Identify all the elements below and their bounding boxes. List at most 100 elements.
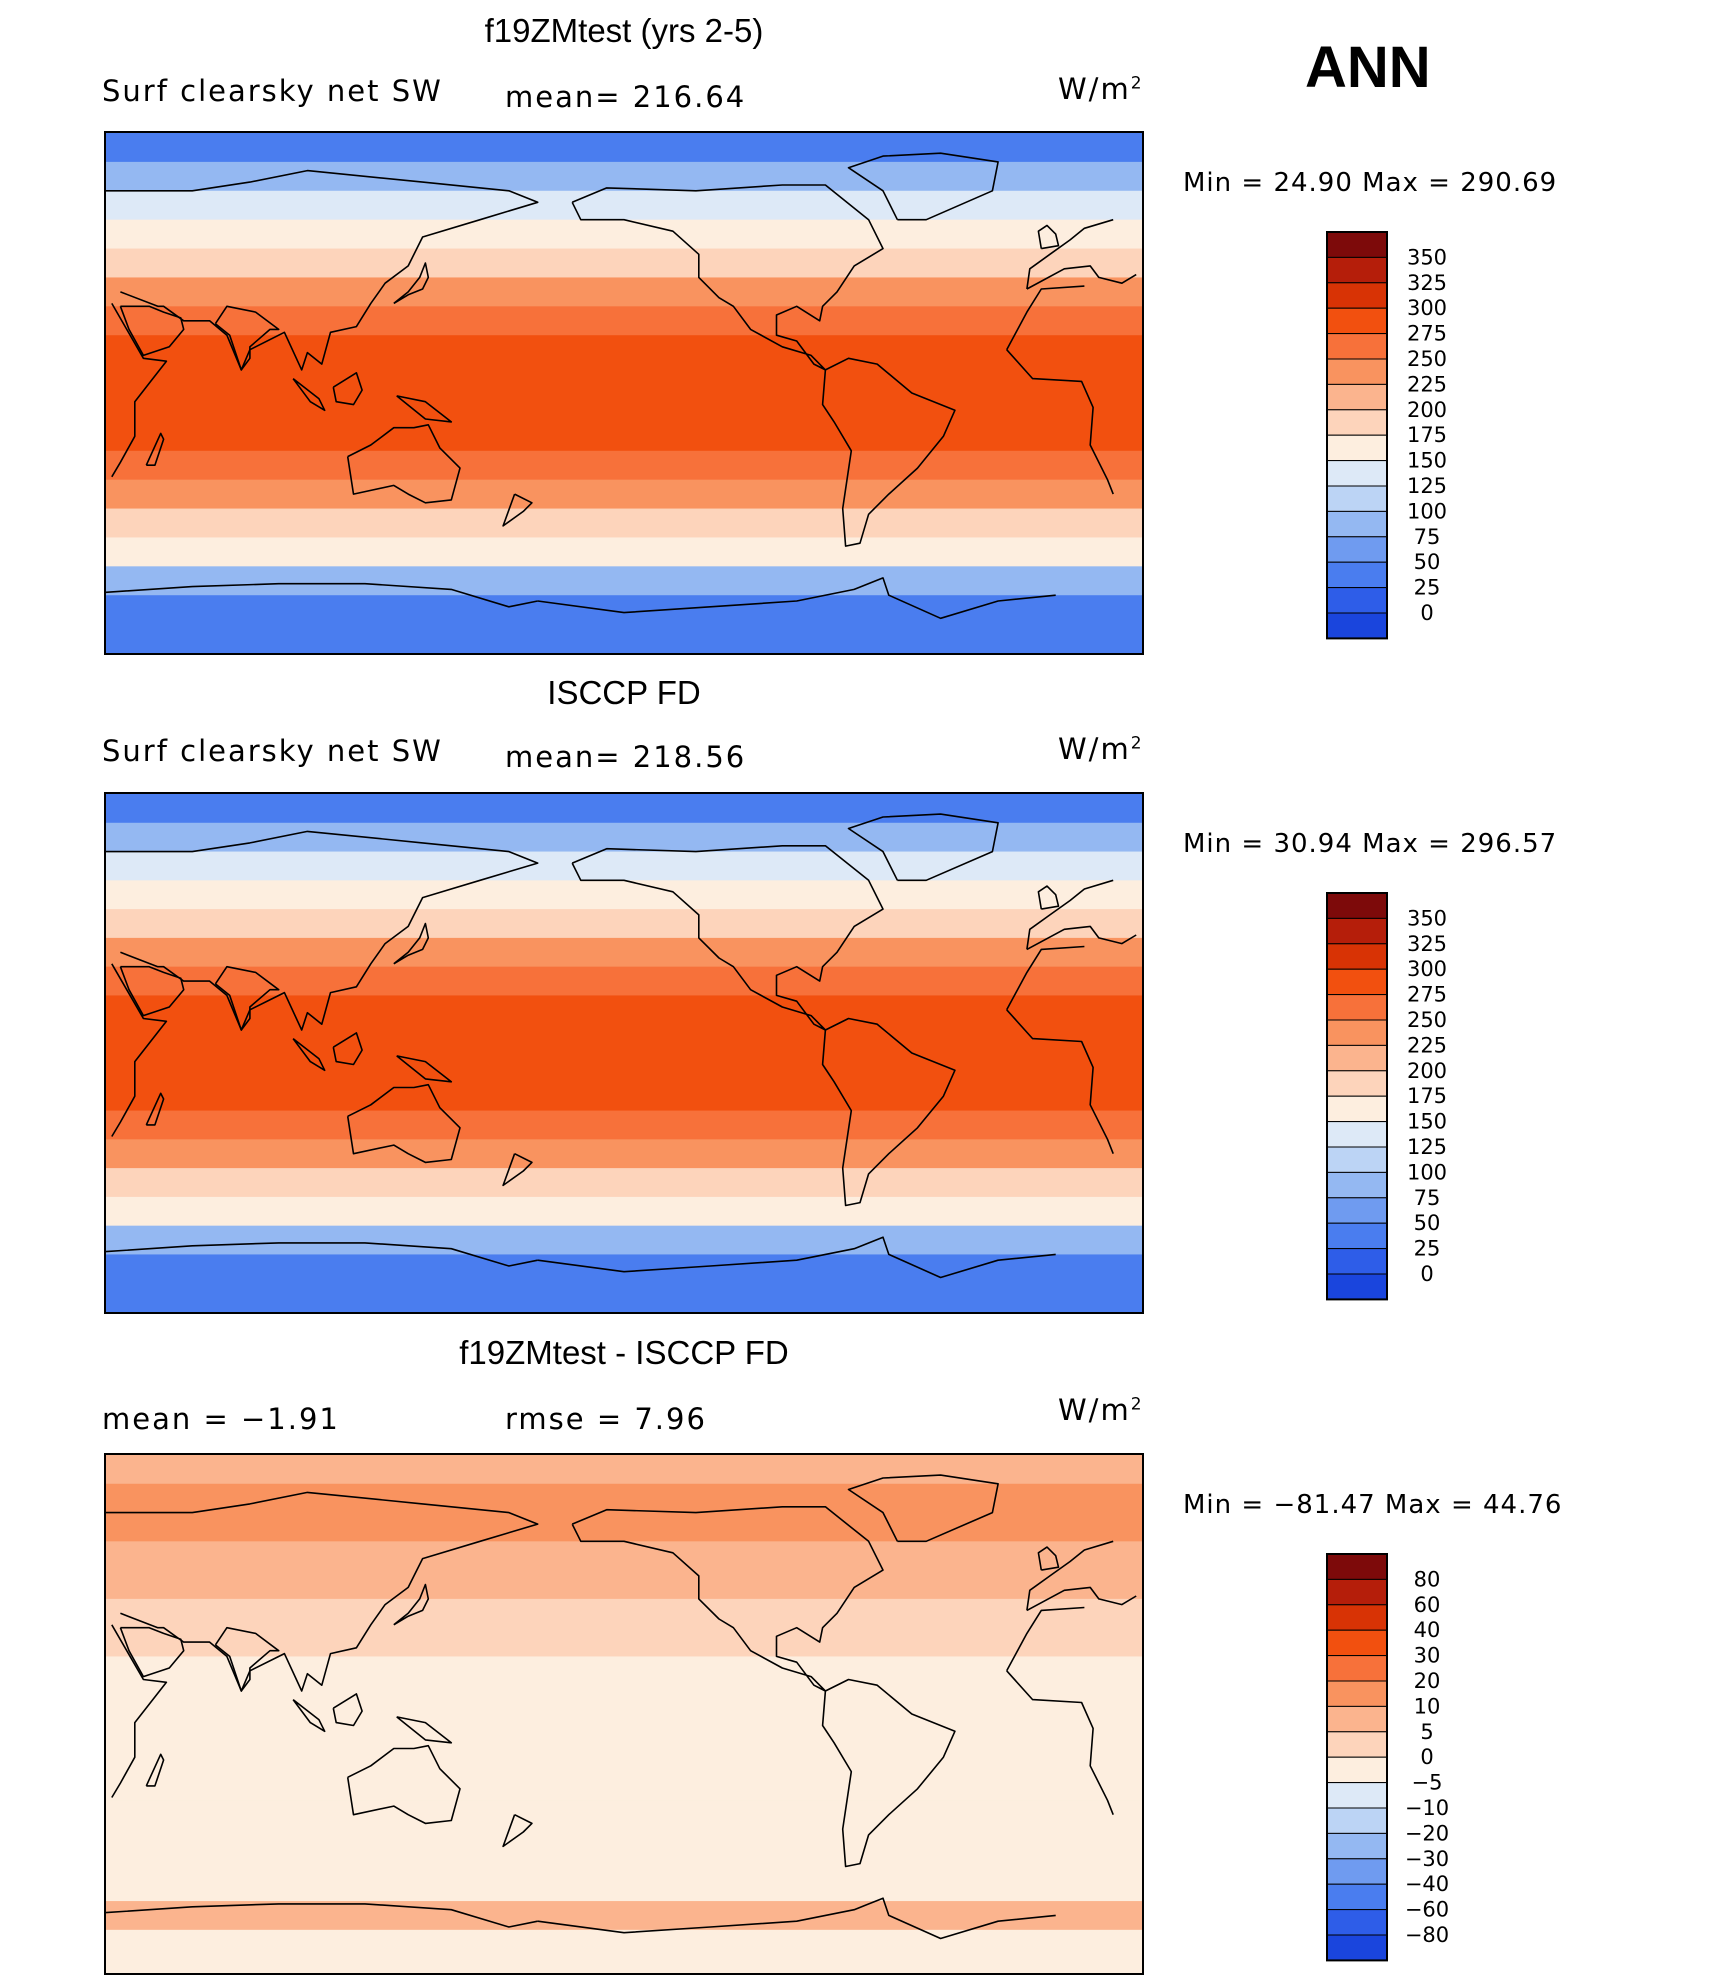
coastline-layer: [106, 1474, 1137, 1940]
panel-2-colorbar: 350 325 300 275 250 225 200 175 150 125 100 75 50 25 0: [1326, 892, 1447, 1305]
zonal-band: [106, 133, 1142, 163]
colorbar-tick-label: 0: [1420, 601, 1433, 625]
colorbar-swatch: [1326, 1248, 1388, 1275]
colorbar-tick-label: 25: [1414, 1237, 1441, 1261]
colorbar-swatch: [1326, 1934, 1388, 1961]
coastline-arabia: [119, 305, 185, 357]
colorbar-swatch: [1326, 1553, 1388, 1580]
colorbar-tick-label: 5: [1420, 1720, 1433, 1744]
zonal-band: [106, 851, 1142, 881]
coastline-antarctica_line: [537, 1236, 1056, 1279]
colorbar-swatch: [1326, 307, 1388, 335]
colorbar-tick-label: 0: [1420, 1745, 1433, 1769]
colorbar-swatch: [1326, 1121, 1388, 1148]
colorbar-tick-label: −30: [1405, 1847, 1449, 1871]
panel-3-map-svg: [106, 1455, 1142, 1973]
zonal-band: [106, 1196, 1142, 1227]
colorbar-tick-label: 250: [1407, 1008, 1447, 1032]
colorbar-swatch: [1326, 1807, 1388, 1834]
colorbar-tick-label: 275: [1407, 322, 1447, 346]
colorbar-swatch: [1326, 510, 1388, 538]
colorbar-swatch: [1326, 1044, 1388, 1072]
colorbar-tick-label: 225: [1407, 372, 1447, 396]
coastline-namerica: [571, 844, 884, 1031]
zonal-band: [106, 1901, 1142, 1931]
colorbar-swatch: [1326, 917, 1388, 945]
coastline-samerica: [821, 1017, 956, 1207]
zonal-band: [106, 966, 1142, 996]
colorbar-swatch: [1326, 1756, 1388, 1784]
panel-2-units: W/m2: [1058, 732, 1144, 766]
coastline-eurasia: [106, 169, 539, 371]
colorbar-swatch: [1326, 409, 1388, 436]
colorbar-tick-label: 30: [1414, 1644, 1441, 1668]
panel-1-minmax: Min = 24.90 Max = 290.69: [1183, 168, 1558, 198]
colorbar-tick-label: 40: [1414, 1618, 1441, 1642]
panel-3-colorbar: 80 60 40 30 20 10 5 0 −5 −10 −20 −30 −40 −60 −80: [1326, 1553, 1449, 1966]
colorbar-tick-label: 175: [1407, 423, 1447, 447]
coastline-australia: [346, 423, 461, 504]
colorbar-swatch: [1326, 892, 1388, 919]
colorbar-tick-label: 50: [1414, 1211, 1441, 1235]
zonal-band: [106, 1742, 1142, 1801]
coastline-africa: [1006, 1009, 1114, 1154]
coastline-japan: [393, 262, 430, 305]
colorbar-tick-label: 10: [1414, 1694, 1441, 1718]
colorbar-tick-label: 200: [1407, 1059, 1447, 1083]
colorbar-swatch: [1326, 256, 1388, 284]
zonal-band: [106, 306, 1142, 336]
coastline-eurasia: [106, 830, 539, 1031]
coastline-africa: [111, 963, 168, 1137]
coastline-ngguinea: [396, 1055, 453, 1083]
colorbar-tick-label: −10: [1405, 1796, 1449, 1820]
colorbar-tick-label: 80: [1414, 1567, 1441, 1591]
coastline-japan: [393, 922, 430, 965]
coastline-eurasia: [106, 1491, 539, 1692]
colorbar-tick-label: 150: [1407, 1110, 1447, 1134]
coastline-namerica: [571, 1505, 884, 1692]
zonal-band: [106, 1455, 1142, 1485]
coastline-uk: [1037, 885, 1060, 910]
coastline-india: [214, 965, 280, 1031]
panel-1-map-svg: [106, 133, 1142, 653]
colorbar-swatch: [1326, 1222, 1388, 1250]
colorbar-swatch: [1326, 1604, 1388, 1631]
colorbar-tick-label: 325: [1407, 932, 1447, 956]
coastline-greenland: [847, 152, 999, 221]
colorbar-swatch: [1326, 536, 1388, 563]
colorbar-swatch: [1326, 1197, 1388, 1224]
colorbar-tick-label: −40: [1405, 1872, 1449, 1896]
colorbar-tick-label: 175: [1407, 1084, 1447, 1108]
zonal-band: [106, 1110, 1142, 1140]
zonal-band: [106, 1168, 1142, 1198]
colorbar-swatch: [1326, 1731, 1388, 1758]
zonal-band: [106, 161, 1142, 192]
colorbar-swatch: [1326, 1629, 1388, 1657]
coastline-antarctica_line: [106, 1903, 538, 1928]
colorbar-tick-label: 125: [1407, 474, 1447, 498]
colorbar-swatch: [1326, 968, 1388, 996]
coastline-madagascar: [145, 1753, 165, 1787]
colorbar-tick-label: 300: [1407, 957, 1447, 981]
colorbar-swatch: [1326, 561, 1388, 589]
zonal-band: [106, 1541, 1142, 1600]
coastline-arabia: [119, 965, 185, 1017]
coastline-greenland: [847, 1474, 999, 1543]
zonal-band: [106, 1656, 1142, 1686]
zonal-band: [106, 1598, 1142, 1657]
zonal-band: [106, 566, 1142, 596]
zonal-band: [106, 537, 1142, 567]
panel-3-units: W/m2: [1058, 1393, 1144, 1427]
coastline-arabia: [119, 1626, 185, 1678]
colorbar-swatch: [1326, 1680, 1388, 1707]
colorbar-swatch: [1326, 943, 1388, 970]
colorbar-tick-label: −20: [1405, 1821, 1449, 1845]
colorbar-tick-label: 350: [1407, 245, 1447, 269]
coastline-layer: [106, 813, 1137, 1279]
colorbar-tick-label: 100: [1407, 1160, 1447, 1184]
colorbar-swatch: [1326, 485, 1388, 512]
zonal-band: [106, 1800, 1142, 1859]
coastline-madagascar: [145, 432, 165, 467]
coastline-borneo: [332, 1693, 363, 1727]
